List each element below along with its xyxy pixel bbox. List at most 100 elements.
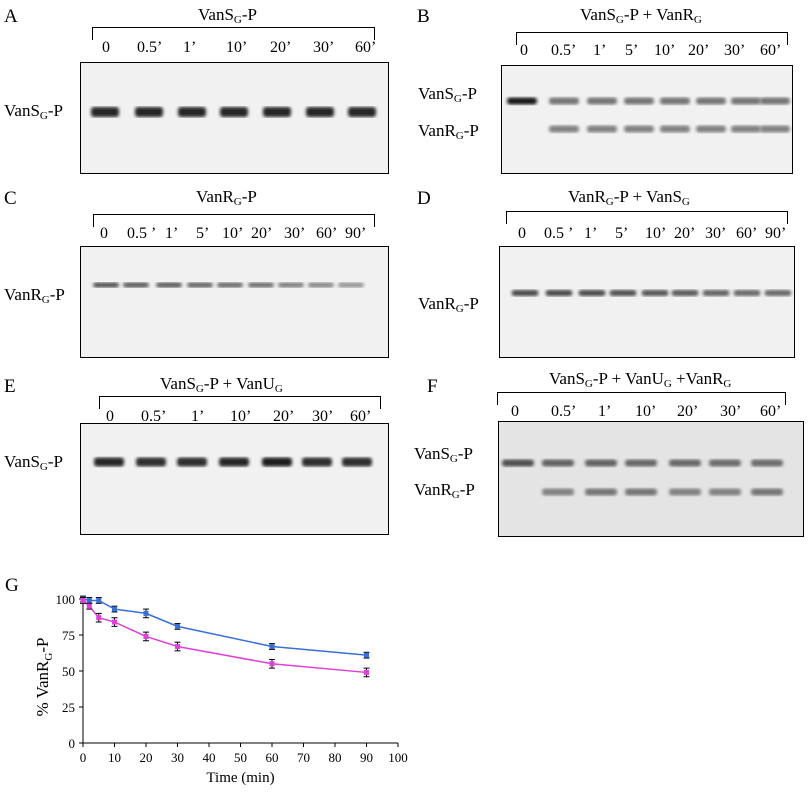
gel-band	[262, 457, 292, 467]
x-tick-label: 10	[108, 750, 121, 765]
gel-band	[760, 125, 790, 133]
gel-band	[187, 282, 213, 288]
y-tick-label: 50	[62, 664, 75, 679]
panel-b-title: VanSG-P + VanRG	[580, 5, 702, 26]
time-label: 10’	[226, 39, 248, 56]
time-label: 60’	[355, 39, 377, 56]
panel-a-row-label: VanSG-P	[4, 101, 63, 122]
gel-band	[91, 107, 119, 117]
gel-band	[696, 125, 726, 133]
gel-band	[609, 290, 637, 296]
gel-band	[217, 282, 243, 288]
time-label: 5’	[625, 42, 639, 59]
time-label: 5’	[615, 225, 629, 242]
time-label: 30’	[724, 42, 746, 59]
data-point	[364, 652, 369, 658]
gel-band	[585, 459, 617, 467]
time-label: 0	[511, 403, 519, 420]
gel-band	[178, 107, 206, 117]
time-label: 60’	[350, 408, 372, 425]
panel-c-row-label: VanRG-P	[4, 285, 65, 306]
panel-letter-c: C	[4, 188, 17, 209]
gel-band	[177, 457, 207, 467]
time-label: 30’	[312, 408, 334, 425]
panel-f-row-label-2: VanRG-P	[414, 480, 475, 501]
gel-band	[578, 290, 606, 296]
gel-band	[549, 97, 579, 105]
gel-band	[709, 459, 741, 467]
gel-panel-e	[80, 423, 389, 535]
time-label: 0.5’	[137, 39, 163, 56]
panel-c-bracket	[93, 214, 375, 227]
gel-band	[669, 459, 701, 467]
time-label: 10’	[654, 42, 676, 59]
gel-band	[338, 282, 364, 288]
gel-panel-f	[498, 421, 804, 537]
gel-band	[502, 459, 534, 467]
gel-band	[764, 290, 792, 296]
y-tick-label: 0	[69, 736, 76, 751]
gel-band	[624, 97, 654, 105]
time-label: 0.5 ’	[544, 225, 574, 242]
gel-panel-b	[501, 65, 793, 174]
time-label: 20’	[677, 403, 699, 420]
panel-d-title: VanRG-P + VanSG	[568, 187, 690, 208]
time-label: 20’	[251, 225, 273, 242]
data-point	[175, 623, 180, 629]
time-label: 1’	[183, 39, 197, 56]
gel-band	[123, 282, 149, 288]
gel-band	[760, 97, 790, 105]
data-point	[80, 597, 86, 603]
panel-letter-a: A	[4, 6, 18, 27]
time-label: 60’	[316, 225, 338, 242]
time-label: 1’	[165, 225, 179, 242]
time-label: 10’	[645, 225, 667, 242]
gel-band	[342, 457, 372, 467]
panel-letter-f: F	[427, 376, 438, 397]
time-label: 20’	[688, 42, 710, 59]
gel-band	[625, 459, 657, 467]
x-tick-label: 80	[329, 750, 342, 765]
gel-band	[731, 125, 761, 133]
time-label: 0	[100, 225, 108, 242]
x-tick-label: 60	[266, 750, 279, 765]
time-label: 90’	[765, 225, 787, 242]
data-point	[86, 603, 92, 609]
time-label: 0.5 ’	[127, 225, 157, 242]
panel-e-row-label: VanSG-P	[4, 452, 63, 473]
gel-band	[156, 282, 182, 288]
panel-letter-d: D	[417, 188, 431, 209]
panel-f-row-label-1: VanSG-P	[414, 444, 473, 465]
time-label: 30’	[284, 225, 306, 242]
x-tick-label: 30	[171, 750, 184, 765]
gel-band	[751, 459, 783, 467]
data-point	[86, 597, 92, 603]
time-label: 5’	[196, 225, 210, 242]
gel-band	[278, 282, 304, 288]
panel-b-row-label-2: VanRG-P	[418, 121, 479, 142]
gel-band	[511, 290, 539, 296]
x-tick-label: 90	[360, 750, 373, 765]
time-label: 30’	[313, 39, 335, 56]
chart-panel-g: G 0 10 20 30 40 50 60 70 80 90 100 0 25 50 75 100 Time (m…	[5, 575, 408, 786]
panel-b-row-label-1: VanSG-P	[418, 84, 477, 105]
panel-b-bracket	[516, 32, 788, 45]
gel-bands	[91, 107, 376, 117]
x-tick-label: 100	[388, 750, 408, 765]
panel-letter-b: B	[417, 6, 430, 27]
gel-bands	[93, 282, 364, 288]
x-tick-label: 0	[80, 750, 87, 765]
gel-band	[263, 107, 291, 117]
gel-band	[220, 107, 248, 117]
gel-band	[751, 488, 783, 496]
gel-band	[585, 488, 617, 496]
gel-band	[660, 125, 690, 133]
panel-e-title: VanSG-P + VanUG	[160, 374, 283, 395]
gel-band	[733, 290, 761, 296]
time-label: 0.5’	[551, 403, 577, 420]
gel-band	[587, 97, 617, 105]
gel-band	[348, 107, 376, 117]
gel-band	[507, 97, 537, 105]
gel-band	[306, 107, 334, 117]
time-label: 0.5’	[141, 408, 167, 425]
